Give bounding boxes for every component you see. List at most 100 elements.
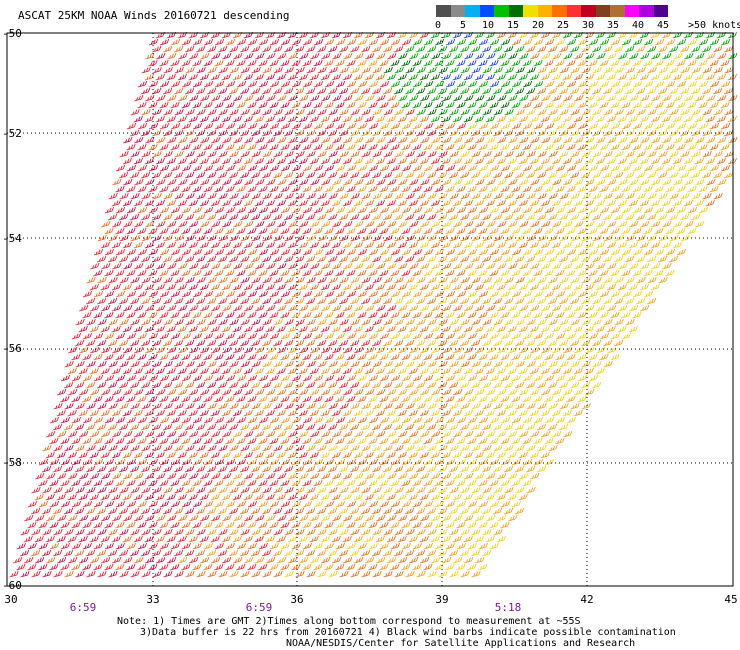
wind-barb	[434, 353, 444, 361]
wind-barb	[214, 563, 224, 571]
wind-barb	[397, 115, 407, 123]
wind-barb	[119, 360, 129, 368]
wind-barb	[541, 388, 551, 396]
wind-barb	[618, 94, 628, 102]
wind-barb	[119, 528, 129, 536]
wind-barb	[618, 304, 628, 312]
wind-barb	[170, 101, 180, 109]
wind-barb	[482, 318, 492, 326]
wind-barb	[324, 416, 335, 424]
wind-barb	[394, 444, 404, 452]
wind-barb	[86, 486, 96, 494]
wind-barb	[596, 346, 606, 354]
wind-barb	[540, 367, 550, 375]
wind-barb	[240, 45, 250, 53]
wind-barb	[254, 115, 264, 123]
wind-barb	[280, 59, 290, 67]
wind-barb	[195, 549, 206, 557]
wind-barb	[338, 507, 349, 515]
wind-barb	[544, 311, 554, 319]
wind-barb	[107, 255, 118, 263]
wind-barb	[225, 143, 235, 151]
wind-barb	[228, 129, 239, 137]
wind-barb	[695, 220, 705, 228]
wind-barb	[423, 353, 433, 361]
wind-barb	[89, 367, 99, 375]
wind-barb	[357, 164, 368, 172]
wind-barb	[115, 290, 126, 298]
wind-barb	[613, 339, 624, 347]
wind-barb	[79, 472, 89, 480]
wind-barb	[368, 227, 378, 235]
wind-barb	[346, 332, 357, 340]
wind-barb	[123, 430, 133, 438]
wind-barb	[181, 164, 192, 172]
wind-barb	[236, 353, 246, 361]
wind-barb	[547, 381, 558, 389]
wind-barb	[625, 192, 635, 200]
scale-swatch	[537, 5, 552, 17]
wind-barb	[453, 346, 463, 354]
wind-barb	[357, 59, 367, 67]
wind-barb	[261, 339, 272, 347]
wind-barb	[365, 430, 375, 438]
wind-barb	[324, 437, 334, 445]
wind-barb	[533, 122, 544, 130]
wind-barb	[251, 192, 261, 200]
wind-barb	[698, 164, 709, 172]
wind-barb	[272, 549, 283, 557]
wind-barb	[225, 38, 236, 46]
wind-barb	[343, 262, 353, 270]
wind-barb	[599, 248, 610, 256]
wind-barb	[104, 416, 115, 424]
wind-barb	[475, 472, 485, 480]
wind-barb	[320, 199, 330, 207]
wind-barb	[500, 311, 510, 319]
wind-barb	[412, 248, 423, 256]
wind-barb	[339, 45, 349, 53]
wind-barb	[85, 423, 96, 431]
wind-barb	[222, 94, 232, 102]
wind-barb	[119, 234, 129, 242]
wind-barb	[470, 297, 481, 305]
wind-barb	[222, 262, 232, 270]
wind-barb	[346, 479, 356, 487]
wind-barb	[53, 570, 63, 578]
wind-barb	[310, 304, 320, 312]
wind-barb	[420, 136, 430, 144]
wind-barb	[236, 395, 246, 403]
wind-barb	[115, 248, 126, 256]
wind-barb	[712, 87, 723, 95]
wind-barb	[536, 129, 547, 137]
wind-barb	[489, 479, 499, 487]
wind-barb	[537, 108, 547, 116]
wind-barb	[507, 241, 517, 249]
wind-barb	[442, 136, 452, 144]
wind-barb	[331, 199, 341, 207]
wind-barb	[529, 157, 539, 165]
wind-barb	[635, 129, 646, 137]
wind-barb	[254, 31, 264, 39]
wind-barb	[562, 115, 572, 123]
wind-barb	[332, 388, 342, 396]
wind-barb	[438, 108, 448, 116]
wind-barb	[284, 45, 294, 53]
wind-barb	[687, 101, 697, 109]
wind-barb	[412, 80, 423, 88]
wind-barb	[632, 248, 643, 256]
wind-barb	[133, 157, 143, 165]
wind-barb	[379, 500, 390, 508]
wind-barb	[431, 514, 441, 522]
wind-barb	[276, 451, 286, 459]
wind-barb	[214, 101, 224, 109]
wind-barb	[456, 479, 466, 487]
wind-barb	[401, 122, 412, 130]
wind-barb	[52, 549, 63, 557]
wind-barb	[141, 234, 151, 242]
wind-barb	[562, 157, 572, 165]
wind-barb	[409, 472, 419, 480]
wind-barb	[295, 486, 305, 494]
wind-barb	[420, 556, 430, 564]
wind-barb	[75, 570, 85, 578]
wind-barb	[97, 444, 107, 452]
